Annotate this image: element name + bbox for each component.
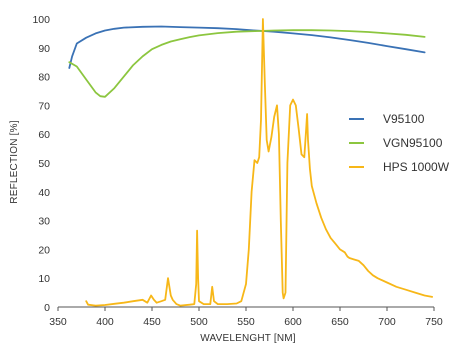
x-tick-label: 500 xyxy=(190,316,208,328)
plot-area xyxy=(68,18,433,307)
y-axis-ticks: 0 10 20 30 40 50 60 70 80 90 100 xyxy=(32,14,50,314)
x-tick-label: 350 xyxy=(49,316,67,328)
y-tick-label: 70 xyxy=(38,100,50,112)
legend-label-1: V95100 xyxy=(383,112,425,126)
legend-label-3: HPS 1000W xyxy=(383,160,450,174)
y-tick-label: 40 xyxy=(38,187,50,199)
series-line-2 xyxy=(68,29,426,98)
x-tick-label: 600 xyxy=(284,316,302,328)
legend: V95100 VGN95100 HPS 1000W xyxy=(349,112,450,174)
legend-label-2: VGN95100 xyxy=(383,136,443,150)
y-tick-label: 80 xyxy=(38,72,50,84)
x-axis-title: WAVELENGHT [NM] xyxy=(200,333,296,344)
x-tick-label: 550 xyxy=(237,316,255,328)
x-tick-label: 750 xyxy=(425,316,443,328)
x-tick-label: 650 xyxy=(331,316,349,328)
y-tick-label: 0 xyxy=(44,302,50,314)
x-tick-label: 450 xyxy=(143,316,161,328)
series-line-1 xyxy=(68,25,426,69)
y-tick-label: 20 xyxy=(38,244,50,256)
y-tick-label: 90 xyxy=(38,43,50,55)
x-axis-ticks: 350 400 450 500 550 600 650 700 750 xyxy=(49,307,443,328)
x-tick-label: 700 xyxy=(378,316,396,328)
y-tick-label: 30 xyxy=(38,216,50,228)
y-tick-label: 60 xyxy=(38,129,50,141)
y-tick-label: 10 xyxy=(38,273,50,285)
x-tick-label: 400 xyxy=(96,316,114,328)
y-tick-label: 50 xyxy=(38,158,50,170)
y-axis-title: REFLECTION [%] xyxy=(9,120,20,203)
series-line-3 xyxy=(85,18,433,307)
y-tick-label: 100 xyxy=(32,14,50,26)
